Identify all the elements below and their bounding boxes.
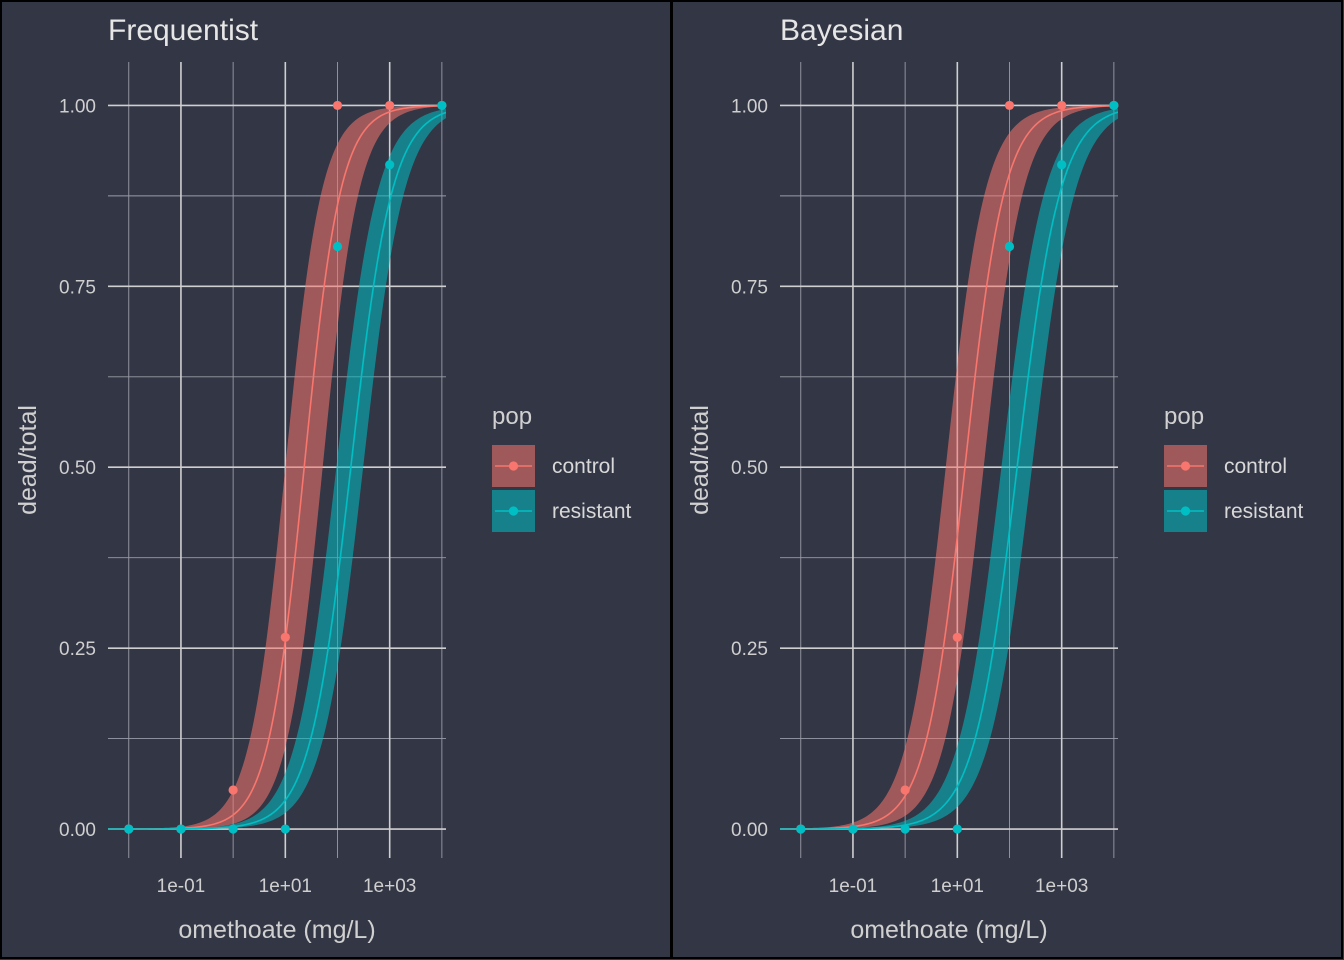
x-tick-label: 1e+03 [1035,876,1088,897]
x-tick-label: 1e+03 [363,876,416,897]
legend-key-point [1180,461,1191,471]
ci-band-control [780,105,1118,830]
data-point-resistant [848,824,858,834]
legend-title: pop [492,403,532,430]
legend-key-point [1180,506,1191,516]
data-point-resistant [900,824,910,834]
data-point-resistant [124,824,134,834]
x-axis-title: omethoate (mg/L) [850,916,1047,944]
legend-key-resistant [1164,490,1207,532]
y-tick-label: 1.00 [59,96,96,117]
legend-key-control [492,445,535,487]
ci-band-resistant [780,108,1118,830]
data-point-resistant [437,100,447,111]
chart-panel-2: 0.00 0.25 0.50 0.75 1.00 1e-01 1e+01 1e+03 Bayes… [671,0,1343,959]
x-tick-label: 1e+01 [931,876,984,897]
x-axis-title: omethoate (mg/L) [178,916,375,944]
x-tick-label: 1e-01 [157,876,206,897]
legend: pop control resistant [1164,403,1304,532]
ci-band-control [108,105,446,830]
data-point-resistant [952,824,962,834]
y-tick-label: 0.75 [731,277,768,298]
legend-key-point [508,506,519,516]
fit-curve-control [780,104,1118,830]
fit-curve-resistant [108,111,446,830]
legend-label-control: control [1224,455,1287,478]
data-point-control [280,632,290,642]
y-tick-label: 0.25 [731,639,768,660]
y-axis-title: dead/total [14,405,42,515]
legend-label-resistant: resistant [552,500,632,523]
panel-title: Frequentist [108,14,259,47]
legend: pop control resistant [492,403,632,532]
y-tick-label: 0.50 [731,458,768,479]
fit-curve-resistant [780,111,1118,830]
data-point-resistant [796,824,806,834]
x-tick-label: 1e+01 [259,876,312,897]
data-point-resistant [1004,241,1015,252]
data-point-resistant [1057,160,1067,170]
data-point-control [385,100,395,111]
y-axis-title: dead/total [686,405,714,515]
data-point-control [1057,100,1067,111]
ci-band-resistant [108,108,446,830]
data-point-resistant [280,824,290,834]
data-point-resistant [228,824,238,834]
y-tick-label: 0.00 [59,820,96,841]
legend-key-point [508,461,519,471]
data-point-control [952,632,962,642]
panel-border [671,0,1343,959]
data-point-resistant [385,160,395,170]
y-tick-label: 0.25 [59,639,96,660]
data-point-control [332,100,343,111]
y-tick-label: 1.00 [731,96,768,117]
data-point-control [228,785,238,795]
data-point-resistant [1109,100,1119,111]
chart-panel-1: 0.00 0.25 0.50 0.75 1.00 1e-01 1e+01 1e+03 Frequ… [0,0,672,959]
legend-label-resistant: resistant [1224,500,1304,523]
data-point-control [900,785,910,795]
plot-area [780,104,1118,830]
panel-title: Bayesian [780,14,903,47]
legend-key-control [1164,445,1207,487]
legend-title: pop [1164,403,1204,430]
data-point-control [1004,100,1015,111]
legend-key-resistant [492,490,535,532]
legend-label-control: control [552,455,615,478]
data-point-resistant [176,824,186,834]
y-tick-label: 0.00 [731,820,768,841]
x-tick-label: 1e-01 [829,876,878,897]
data-point-resistant [332,241,343,252]
plot-area [108,104,446,830]
y-tick-label: 0.75 [59,277,96,298]
y-tick-label: 0.50 [59,458,96,479]
